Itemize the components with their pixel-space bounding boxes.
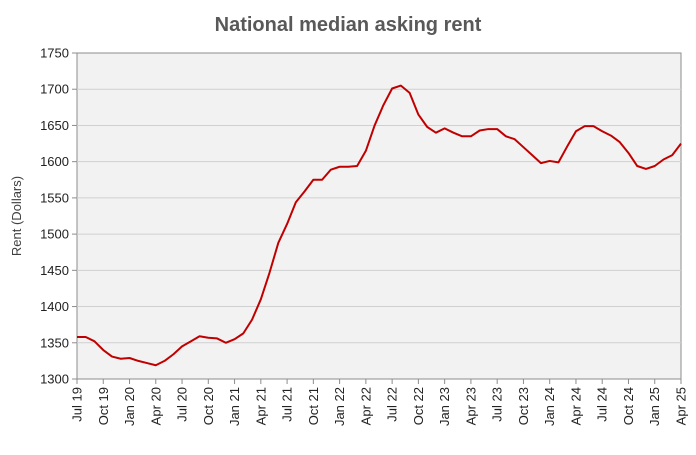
y-tick-label: 1450 [40, 263, 69, 278]
x-axis-ticks: Jul 19 Oct 19 Jan 20 Apr 20 Jul 20 Oct 20 Jan … [70, 379, 689, 426]
y-tick-label: 1400 [40, 299, 69, 314]
x-tick-label: Apr 21 [253, 387, 268, 425]
x-tick-label: Jan 21 [227, 387, 242, 426]
y-tick-label: 1550 [40, 190, 69, 205]
series-line [77, 84, 682, 367]
y-tick-label: 1300 [40, 372, 69, 387]
x-tick-label: Jan 22 [332, 387, 347, 426]
y-axis-label: Rent (Dollars) [9, 176, 24, 256]
x-tick-label: Apr 24 [568, 387, 583, 425]
x-tick-label: Oct 23 [516, 387, 531, 425]
x-tick-label: Apr 22 [358, 387, 373, 425]
x-tick-label: Jul 20 [175, 387, 190, 422]
x-tick-label: Apr 25 [674, 387, 689, 425]
x-tick-label: Jan 20 [122, 387, 137, 426]
gridlines [77, 88, 681, 344]
x-tick-label: Oct 24 [621, 387, 636, 425]
x-tick-label: Jan 25 [647, 387, 662, 426]
x-tick-label: Jan 24 [542, 387, 557, 426]
y-tick-label: 1650 [40, 118, 69, 133]
y-tick-label: 1500 [40, 227, 69, 242]
y-tick-label: 1350 [40, 335, 69, 350]
y-tick-label: 1600 [40, 154, 69, 169]
x-tick-label: Oct 22 [411, 387, 426, 425]
chart-title: National median asking rent [215, 14, 482, 36]
x-tick-label: Jul 22 [385, 387, 400, 422]
x-tick-label: Jul 24 [595, 387, 610, 422]
series-group [77, 84, 682, 367]
x-tick-label: Jan 23 [437, 387, 452, 426]
x-tick-label: Jul 23 [490, 387, 505, 422]
x-tick-label: Apr 23 [463, 387, 478, 425]
x-tick-label: Oct 19 [96, 387, 111, 425]
plot-area [76, 52, 682, 380]
y-tick-label: 1700 [40, 82, 69, 97]
y-tick-label: 1750 [40, 46, 69, 61]
y-axis-ticks: 1300 1350 1400 1450 1500 1550 1600 1650 1700 1750 [40, 46, 77, 387]
x-tick-label: Apr 20 [148, 387, 163, 425]
x-tick-label: Oct 20 [201, 387, 216, 425]
x-tick-label: Jul 21 [280, 387, 295, 422]
x-tick-label: Oct 21 [306, 387, 321, 425]
x-tick-label: Jul 19 [70, 387, 85, 422]
